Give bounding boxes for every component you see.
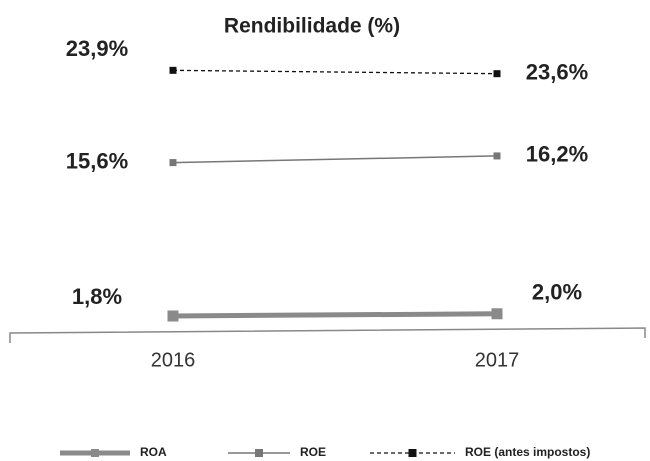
legend-label: ROE (300, 445, 326, 459)
point-marker (491, 308, 503, 320)
legend-marker (255, 449, 263, 457)
data-label: 23,6% (526, 59, 588, 84)
data-label: 2,0% (532, 280, 582, 305)
legend-label: ROE (antes impostos) (465, 445, 590, 459)
data-label: 15,6% (66, 148, 128, 173)
chart-title: Rendibilidade (%) (224, 15, 400, 38)
point-marker (167, 310, 179, 322)
legend-marker (91, 449, 99, 457)
legend-label: ROA (140, 445, 167, 459)
data-label: 1,8% (72, 284, 122, 309)
point-marker (169, 159, 177, 167)
series-line (172, 311, 498, 319)
series-line (172, 69, 498, 75)
x-axis (9, 327, 646, 343)
data-label: 23,9% (66, 36, 128, 61)
point-marker (493, 152, 501, 160)
point-marker (493, 70, 501, 78)
legend-marker (408, 449, 417, 457)
x-tick-label: 2017 (475, 349, 520, 371)
point-marker (169, 66, 177, 74)
x-tick-label: 2016 (151, 349, 196, 371)
series-line (172, 155, 498, 164)
data-label: 16,2% (526, 142, 588, 167)
